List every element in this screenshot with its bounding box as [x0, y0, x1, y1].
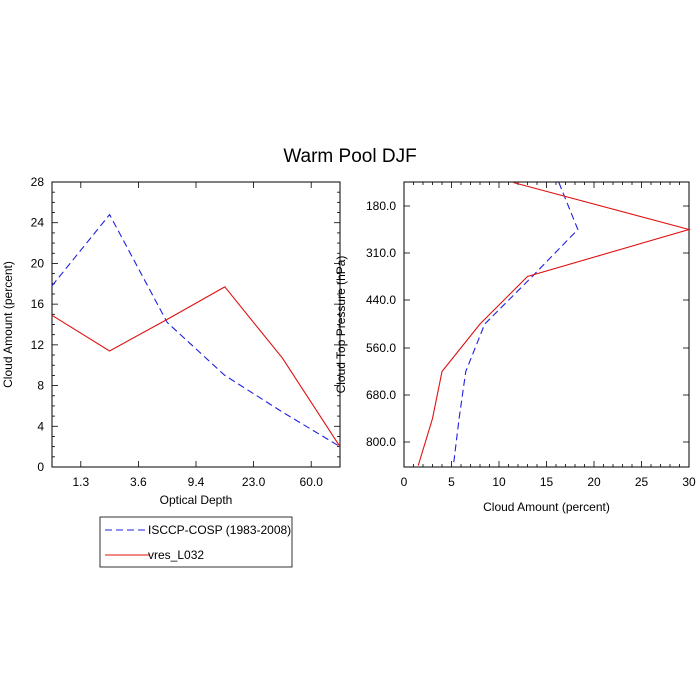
legend-label-model: vres_L032: [148, 548, 204, 562]
left-ylabel: Cloud Amount (percent): [1, 261, 15, 388]
legend-box: [99, 516, 293, 568]
right-xtick-label: 5: [448, 475, 455, 489]
right-series-line-obs: [452, 182, 579, 466]
left-panel: 0 4 8 12 16 20 24 28 1.3 3.6 9.4 23.0 60.0 Optical De…: [1, 175, 341, 507]
right-plot-frame: [403, 181, 690, 468]
right-panel: 0 5 10 15 20 25 30 180.0 310.0 440.0 560.0 680.0 800…: [334, 181, 696, 514]
left-ytick-label: 20: [31, 256, 45, 270]
left-plot-frame: [51, 181, 341, 468]
left-xlabel: Optical Depth: [160, 493, 233, 507]
right-xtick-label: 0: [401, 475, 408, 489]
left-xtick-label: 3.6: [130, 475, 147, 489]
right-xtick-label: 10: [492, 475, 506, 489]
left-xtick-label: 60.0: [300, 475, 324, 489]
right-xtick-label: 20: [587, 475, 601, 489]
right-ytick-label: 180.0: [366, 199, 396, 213]
left-ytick-label: 8: [37, 379, 44, 393]
left-xtick-label: 23.0: [242, 475, 266, 489]
left-xtick-label: 1.3: [72, 475, 89, 489]
legend: ISCCP-COSP (1983-2008) vres_L032: [99, 516, 293, 568]
right-xtick-label: 15: [540, 475, 554, 489]
right-ytick-label: 680.0: [366, 388, 396, 402]
right-ytick-label: 800.0: [366, 435, 396, 449]
chart-title: Warm Pool DJF: [283, 146, 416, 167]
right-ytick-label: 560.0: [366, 341, 396, 355]
left-ytick-label: 12: [31, 338, 45, 352]
left-ytick-label: 16: [31, 297, 45, 311]
right-xtick-label: 30: [682, 475, 696, 489]
left-ytick-label: 28: [31, 175, 45, 189]
left-series-line-obs: [51, 213, 341, 448]
right-xtick-label: 25: [635, 475, 649, 489]
right-ytick-label: 310.0: [366, 246, 396, 260]
right-series-line-model: [417, 181, 692, 466]
left-series-line-model: [51, 286, 341, 447]
left-ytick-label: 4: [37, 419, 44, 433]
right-ylabel: Cloud Top Pressure (hPa): [334, 256, 348, 394]
right-ytick-label: 440.0: [366, 293, 396, 307]
left-xtick-label: 9.4: [188, 475, 205, 489]
right-xlabel: Cloud Amount (percent): [483, 500, 610, 514]
legend-label-obs: ISCCP-COSP (1983-2008): [148, 523, 291, 537]
left-ytick-label: 24: [31, 216, 45, 230]
left-ytick-label: 0: [37, 460, 44, 474]
